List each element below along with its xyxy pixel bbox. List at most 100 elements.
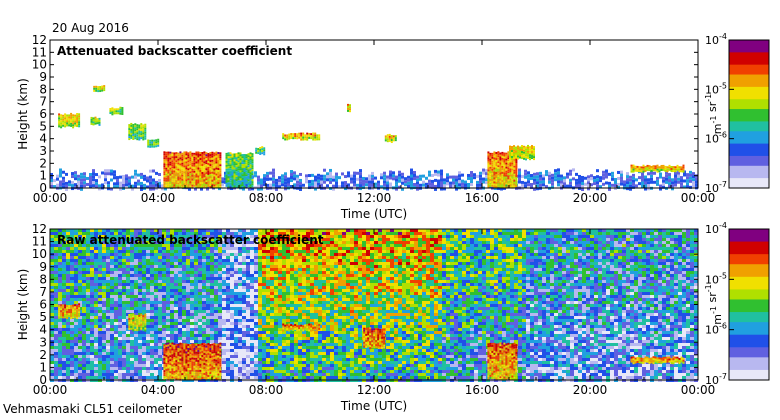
echo-cell bbox=[503, 168, 506, 171]
echo-cell bbox=[199, 165, 202, 168]
echo-cell bbox=[513, 159, 516, 162]
echo-cell bbox=[187, 156, 190, 159]
echo-cell bbox=[245, 164, 248, 167]
echo-cell bbox=[95, 173, 98, 177]
echo-cell bbox=[644, 167, 647, 170]
noise-cell bbox=[102, 325, 106, 328]
noise-cell bbox=[230, 250, 234, 253]
echo-cell bbox=[199, 163, 202, 166]
noise-cell bbox=[178, 256, 182, 259]
colorbar-segment bbox=[729, 160, 769, 164]
noise-cell bbox=[214, 259, 218, 262]
echo-cell bbox=[455, 187, 458, 191]
noise-cell bbox=[194, 277, 198, 280]
noise-cell bbox=[202, 286, 206, 289]
echo-cell bbox=[203, 169, 206, 172]
echo-cell bbox=[377, 183, 380, 187]
noise-cell bbox=[50, 325, 54, 328]
echo-cell bbox=[113, 185, 116, 189]
noise-cell bbox=[138, 358, 142, 361]
noise-cell bbox=[226, 349, 230, 352]
noise-cell bbox=[82, 271, 86, 274]
echo-cell bbox=[394, 137, 397, 140]
noise-cell bbox=[54, 358, 58, 361]
noise-cell bbox=[102, 307, 106, 310]
echo-cell bbox=[255, 147, 258, 150]
noise-cell bbox=[130, 283, 134, 286]
echo-cell bbox=[524, 184, 527, 188]
noise-cell bbox=[110, 238, 114, 241]
echo-cell bbox=[507, 169, 510, 172]
noise-cell bbox=[106, 235, 110, 238]
cloud-echo bbox=[384, 133, 397, 144]
noise-cell bbox=[98, 286, 102, 289]
noise-cell bbox=[94, 313, 98, 316]
noise-cell bbox=[206, 298, 210, 301]
echo-cell bbox=[177, 180, 180, 183]
noise-cell bbox=[62, 331, 66, 334]
echo-cell bbox=[503, 176, 506, 179]
echo-cell bbox=[142, 138, 145, 141]
noise-cell bbox=[98, 358, 102, 361]
echo-cell bbox=[349, 104, 351, 107]
echo-cell bbox=[314, 134, 317, 137]
echo-cell bbox=[390, 135, 393, 138]
colorbar-segment bbox=[729, 109, 769, 113]
noise-cell bbox=[118, 238, 122, 241]
echo-cell bbox=[314, 136, 317, 139]
noise-cell bbox=[130, 346, 134, 349]
echo-cell bbox=[134, 172, 137, 176]
noise-cell bbox=[114, 265, 118, 268]
colorbar-tick-label: 10-7 bbox=[705, 180, 727, 195]
noise-cell bbox=[50, 238, 54, 241]
noise-cell bbox=[190, 286, 194, 289]
echo-cell bbox=[489, 154, 492, 157]
echo-cell bbox=[169, 185, 172, 188]
echo-cell bbox=[527, 148, 529, 151]
echo-cell bbox=[77, 183, 80, 187]
noise-cell bbox=[202, 313, 206, 316]
echo-cell bbox=[470, 183, 473, 187]
noise-cell bbox=[166, 283, 170, 286]
echo-cell bbox=[548, 174, 551, 178]
echo-cell bbox=[165, 181, 168, 184]
noise-cell bbox=[206, 274, 210, 277]
noise-cell bbox=[70, 322, 74, 325]
noise-cell bbox=[86, 376, 90, 379]
echo-cell bbox=[431, 179, 434, 183]
echo-cell bbox=[165, 165, 168, 168]
echo-cell bbox=[344, 184, 347, 188]
noise-cell bbox=[146, 307, 150, 310]
noise-cell bbox=[122, 307, 126, 310]
noise-cell bbox=[222, 355, 226, 358]
echo-cell bbox=[497, 169, 500, 172]
echo-cell bbox=[130, 124, 133, 127]
noise-cell bbox=[134, 349, 138, 352]
echo-cell bbox=[515, 175, 518, 178]
noise-cell bbox=[162, 238, 166, 241]
noise-cell bbox=[86, 373, 90, 376]
noise-cell bbox=[190, 241, 194, 244]
echo-cell bbox=[171, 180, 174, 183]
echo-cell bbox=[332, 178, 335, 182]
echo-cell bbox=[680, 176, 683, 180]
noise-cell bbox=[218, 277, 222, 280]
echo-cell bbox=[229, 178, 232, 181]
echo-cell bbox=[185, 159, 188, 162]
echo-cell bbox=[179, 155, 182, 158]
noise-cell bbox=[202, 292, 206, 295]
noise-cell bbox=[110, 247, 114, 250]
noise-cell bbox=[70, 238, 74, 241]
echo-cell bbox=[74, 183, 77, 187]
noise-cell bbox=[102, 334, 106, 337]
echo-cell bbox=[292, 133, 295, 136]
noise-cell bbox=[142, 301, 146, 304]
noise-cell bbox=[86, 322, 90, 325]
echo-cell bbox=[68, 180, 71, 184]
noise-cell bbox=[66, 355, 70, 358]
echo-cell bbox=[665, 174, 668, 178]
echo-cell bbox=[136, 130, 139, 133]
noise-cell bbox=[138, 304, 142, 307]
echo-cell bbox=[654, 165, 657, 168]
noise-cell bbox=[66, 295, 70, 298]
